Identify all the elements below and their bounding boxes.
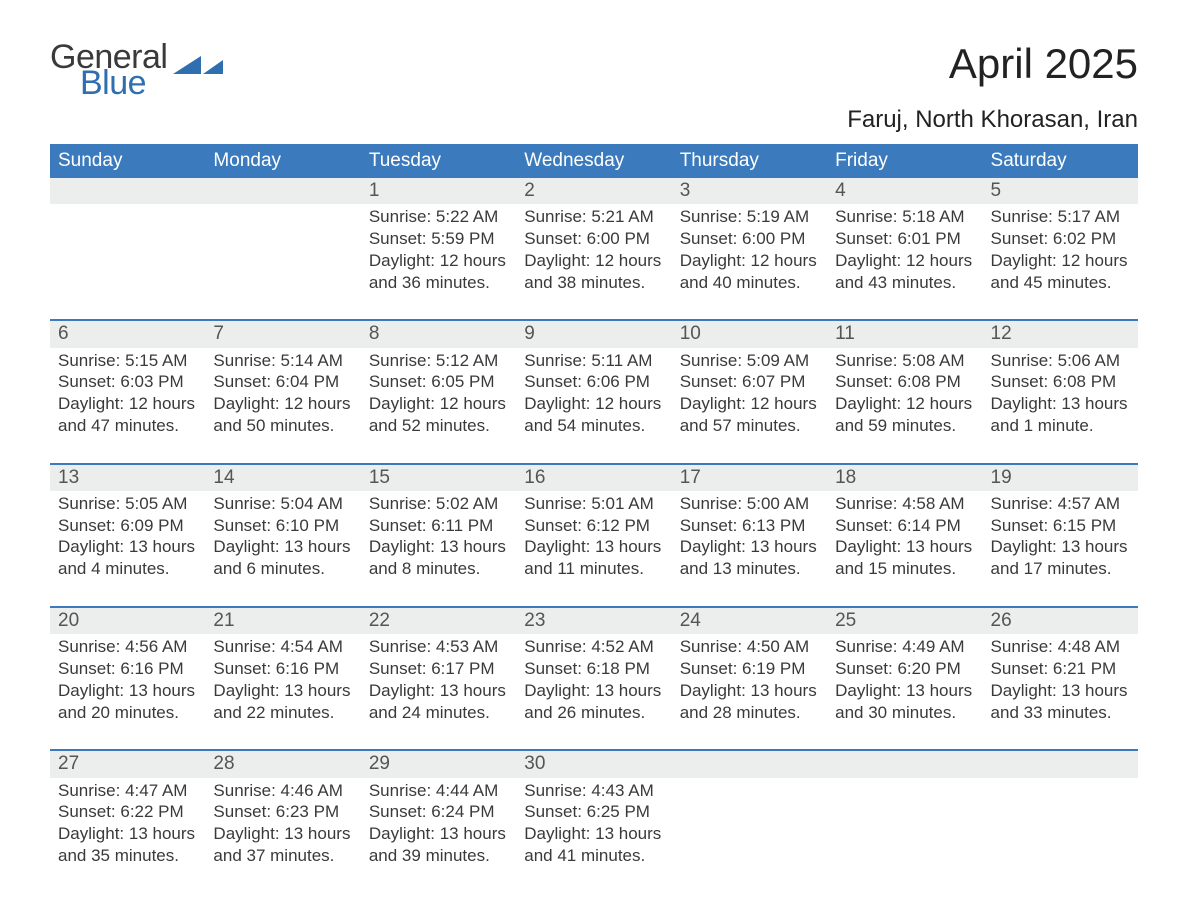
day-detail: Sunrise: 5:08 AMSunset: 6:08 PMDaylight:… — [827, 348, 982, 441]
day-detail-empty — [827, 778, 982, 871]
day-detail: Sunrise: 5:06 AMSunset: 6:08 PMDaylight:… — [983, 348, 1138, 441]
day-number: 16 — [516, 465, 671, 491]
day-detail: Sunrise: 5:19 AMSunset: 6:00 PMDaylight:… — [672, 204, 827, 297]
day-number: 15 — [361, 465, 516, 491]
day-number: 22 — [361, 608, 516, 634]
day-detail: Sunrise: 4:46 AMSunset: 6:23 PMDaylight:… — [205, 778, 360, 871]
day-detail-empty — [205, 204, 360, 297]
day-number: 19 — [983, 465, 1138, 491]
day-detail: Sunrise: 4:58 AMSunset: 6:14 PMDaylight:… — [827, 491, 982, 584]
dow-sunday: Sunday — [50, 144, 205, 178]
day-number: 21 — [205, 608, 360, 634]
logo-word-2: Blue — [80, 66, 223, 100]
day-number-empty — [205, 178, 360, 204]
day-detail: Sunrise: 5:21 AMSunset: 6:00 PMDaylight:… — [516, 204, 671, 297]
day-number-empty — [672, 751, 827, 777]
day-detail: Sunrise: 5:18 AMSunset: 6:01 PMDaylight:… — [827, 204, 982, 297]
dow-monday: Monday — [205, 144, 360, 178]
day-detail: Sunrise: 4:57 AMSunset: 6:15 PMDaylight:… — [983, 491, 1138, 584]
day-detail: Sunrise: 4:52 AMSunset: 6:18 PMDaylight:… — [516, 634, 671, 727]
day-number-empty — [827, 751, 982, 777]
day-number: 17 — [672, 465, 827, 491]
week-detail-row: Sunrise: 5:05 AMSunset: 6:09 PMDaylight:… — [50, 491, 1138, 584]
day-detail: Sunrise: 5:01 AMSunset: 6:12 PMDaylight:… — [516, 491, 671, 584]
week-detail-row: Sunrise: 4:56 AMSunset: 6:16 PMDaylight:… — [50, 634, 1138, 727]
day-number: 18 — [827, 465, 982, 491]
calendar: SundayMondayTuesdayWednesdayThursdayFrid… — [50, 144, 1138, 871]
day-detail: Sunrise: 4:49 AMSunset: 6:20 PMDaylight:… — [827, 634, 982, 727]
logo: General Blue — [50, 40, 223, 100]
day-detail: Sunrise: 4:47 AMSunset: 6:22 PMDaylight:… — [50, 778, 205, 871]
day-number: 14 — [205, 465, 360, 491]
day-detail: Sunrise: 5:17 AMSunset: 6:02 PMDaylight:… — [983, 204, 1138, 297]
day-detail: Sunrise: 4:53 AMSunset: 6:17 PMDaylight:… — [361, 634, 516, 727]
day-detail: Sunrise: 4:43 AMSunset: 6:25 PMDaylight:… — [516, 778, 671, 871]
day-detail: Sunrise: 5:02 AMSunset: 6:11 PMDaylight:… — [361, 491, 516, 584]
day-number: 2 — [516, 178, 671, 204]
day-detail: Sunrise: 5:22 AMSunset: 5:59 PMDaylight:… — [361, 204, 516, 297]
dow-thursday: Thursday — [672, 144, 827, 178]
day-number: 10 — [672, 321, 827, 347]
day-detail: Sunrise: 5:12 AMSunset: 6:05 PMDaylight:… — [361, 348, 516, 441]
day-number: 28 — [205, 751, 360, 777]
day-number: 1 — [361, 178, 516, 204]
day-number: 30 — [516, 751, 671, 777]
day-detail: Sunrise: 5:00 AMSunset: 6:13 PMDaylight:… — [672, 491, 827, 584]
day-number: 13 — [50, 465, 205, 491]
day-number: 27 — [50, 751, 205, 777]
day-number: 24 — [672, 608, 827, 634]
week-detail-row: Sunrise: 5:15 AMSunset: 6:03 PMDaylight:… — [50, 348, 1138, 441]
day-detail-empty — [983, 778, 1138, 871]
day-number: 9 — [516, 321, 671, 347]
day-detail: Sunrise: 5:14 AMSunset: 6:04 PMDaylight:… — [205, 348, 360, 441]
day-detail: Sunrise: 5:11 AMSunset: 6:06 PMDaylight:… — [516, 348, 671, 441]
logo-text: General Blue — [50, 40, 223, 100]
day-number: 7 — [205, 321, 360, 347]
day-number: 29 — [361, 751, 516, 777]
day-detail-empty — [672, 778, 827, 871]
day-number: 4 — [827, 178, 982, 204]
dow-tuesday: Tuesday — [361, 144, 516, 178]
day-number: 5 — [983, 178, 1138, 204]
day-detail: Sunrise: 5:09 AMSunset: 6:07 PMDaylight:… — [672, 348, 827, 441]
week-detail-row: Sunrise: 4:47 AMSunset: 6:22 PMDaylight:… — [50, 778, 1138, 871]
day-detail-empty — [50, 204, 205, 297]
day-number: 26 — [983, 608, 1138, 634]
day-number: 11 — [827, 321, 982, 347]
dow-wednesday: Wednesday — [516, 144, 671, 178]
location-line: Faruj, North Khorasan, Iran — [50, 106, 1138, 134]
week-daynum-row: 27282930 — [50, 751, 1138, 777]
day-detail: Sunrise: 5:05 AMSunset: 6:09 PMDaylight:… — [50, 491, 205, 584]
day-number-empty — [50, 178, 205, 204]
week-daynum-row: 12345 — [50, 178, 1138, 204]
day-number: 3 — [672, 178, 827, 204]
day-detail: Sunrise: 4:48 AMSunset: 6:21 PMDaylight:… — [983, 634, 1138, 727]
week-daynum-row: 20212223242526 — [50, 608, 1138, 634]
day-detail: Sunrise: 5:04 AMSunset: 6:10 PMDaylight:… — [205, 491, 360, 584]
day-of-week-header: SundayMondayTuesdayWednesdayThursdayFrid… — [50, 144, 1138, 178]
page-header: General Blue April 2025 — [50, 40, 1138, 100]
day-number: 23 — [516, 608, 671, 634]
dow-friday: Friday — [827, 144, 982, 178]
day-detail: Sunrise: 5:15 AMSunset: 6:03 PMDaylight:… — [50, 348, 205, 441]
day-detail: Sunrise: 4:56 AMSunset: 6:16 PMDaylight:… — [50, 634, 205, 727]
day-detail: Sunrise: 4:44 AMSunset: 6:24 PMDaylight:… — [361, 778, 516, 871]
day-number: 12 — [983, 321, 1138, 347]
week-daynum-row: 6789101112 — [50, 321, 1138, 347]
day-number: 6 — [50, 321, 205, 347]
week-detail-row: Sunrise: 5:22 AMSunset: 5:59 PMDaylight:… — [50, 204, 1138, 297]
day-number: 20 — [50, 608, 205, 634]
day-number-empty — [983, 751, 1138, 777]
day-number: 8 — [361, 321, 516, 347]
week-daynum-row: 13141516171819 — [50, 465, 1138, 491]
day-number: 25 — [827, 608, 982, 634]
page-title: April 2025 — [949, 40, 1138, 88]
title-block: April 2025 — [949, 40, 1138, 88]
day-detail: Sunrise: 4:54 AMSunset: 6:16 PMDaylight:… — [205, 634, 360, 727]
day-detail: Sunrise: 4:50 AMSunset: 6:19 PMDaylight:… — [672, 634, 827, 727]
dow-saturday: Saturday — [983, 144, 1138, 178]
